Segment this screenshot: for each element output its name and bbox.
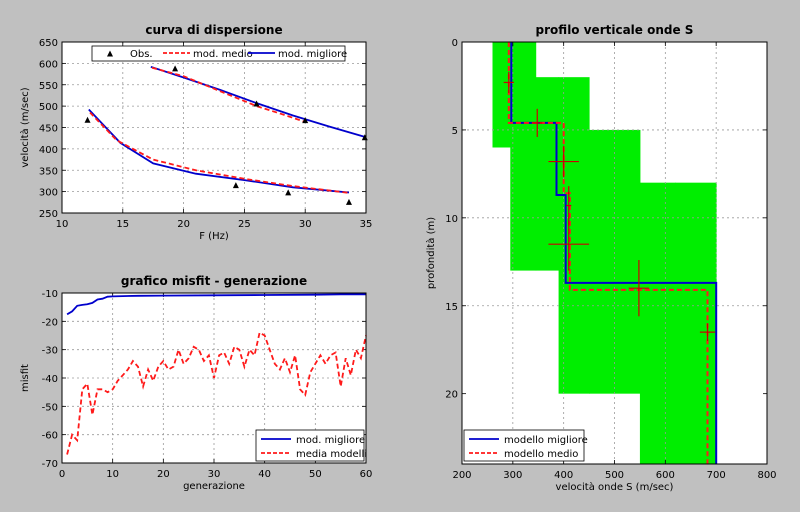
x-tick-label: 0 (59, 469, 65, 480)
y-axis-label: misfit (20, 364, 31, 392)
observed-point (84, 116, 91, 123)
y-tick-label: 650 (39, 38, 58, 49)
x-tick-label: 200 (452, 470, 471, 481)
band-rect (589, 129, 641, 394)
y-tick-label: -20 (42, 317, 58, 328)
mean-misfit-line (66, 331, 367, 455)
legend-label: mod. migliore (296, 435, 365, 446)
y-tick-label: -10 (42, 289, 58, 300)
y-tick-label: -50 (42, 402, 58, 413)
x-tick-label: 400 (554, 470, 573, 481)
y-tick-label: 20 (445, 390, 458, 401)
mean-model-line (151, 66, 306, 123)
y-tick-label: 300 (39, 188, 58, 199)
legend-label: media modelli (296, 449, 367, 460)
y-tick-label: -60 (42, 431, 58, 442)
legend: mod. migliore media modelli (255, 429, 367, 462)
x-tick-label: 700 (707, 470, 726, 481)
observed-point (232, 182, 239, 189)
observed-point (253, 100, 260, 107)
y-tick-label: 250 (39, 209, 58, 220)
band-rect (492, 42, 511, 148)
x-axis-label: velocità onde S (m/sec) (556, 481, 674, 493)
y-tick-label: 550 (39, 81, 58, 92)
observed-point (107, 50, 113, 57)
band-rect (675, 182, 717, 464)
legend-box (463, 429, 585, 462)
x-tick-label: 10 (106, 469, 119, 480)
y-tick-label: 500 (39, 102, 58, 113)
mean-model-line (89, 111, 350, 194)
observed-point (302, 117, 309, 124)
best-misfit-line (66, 293, 366, 316)
x-tick-label: 20 (157, 469, 170, 480)
x-tick-label: 35 (360, 219, 373, 230)
axes-border (61, 292, 367, 464)
chart-misfit: 0 10 20 30 40 50 60 -70 -60 -50 -40 -30 -20 -10 grafic… (20, 274, 372, 492)
legend: modello migliore modello medio (463, 429, 588, 462)
chart-title: profilo verticale onde S (536, 23, 694, 37)
band-rect (535, 77, 560, 271)
legend-label: modello medio (504, 449, 578, 460)
chart-title: grafico misfit - generazione (121, 274, 307, 288)
y-tick-label: 350 (39, 166, 58, 177)
x-tick-label: 30 (208, 469, 221, 480)
y-axis-label: velocità (m/sec) (19, 87, 31, 167)
x-tick-label: 300 (503, 470, 522, 481)
legend: Obs. mod. medio mod. migliore (91, 45, 347, 62)
x-tick-label: 60 (360, 469, 373, 480)
y-tick-label: 600 (39, 59, 58, 70)
observed-point (345, 198, 352, 205)
legend-label: Obs. (130, 49, 153, 60)
x-tick-label: 800 (757, 470, 776, 481)
y-tick-label: 400 (39, 145, 58, 156)
uncertainty-band (492, 42, 717, 464)
x-axis-label: generazione (183, 481, 245, 492)
band-rect (639, 182, 676, 464)
chart-dispersion: 10 15 20 25 30 35 250 300 350 400 450 500 550 600 650 c… (19, 23, 372, 242)
axes-border (461, 41, 768, 465)
band-rect (510, 42, 537, 271)
x-axis-label: F (Hz) (199, 231, 229, 242)
y-tick-label: 15 (445, 302, 458, 313)
axes-border (61, 41, 367, 214)
x-tick-label: 600 (656, 470, 675, 481)
x-tick-label: 30 (299, 219, 312, 230)
x-tick-label: 10 (56, 219, 69, 230)
y-tick-label: 450 (39, 124, 58, 135)
x-tick-label: 15 (116, 219, 129, 230)
legend-label: mod. medio (193, 49, 253, 60)
chart-profile: 200 300 400 500 600 700 800 0 5 10 15 20 profilo ver… (425, 23, 777, 493)
observed-point (285, 189, 292, 196)
chart-title: curva di dispersione (145, 23, 282, 37)
legend-label: modello migliore (504, 435, 588, 446)
y-tick-label: -40 (42, 374, 58, 385)
y-tick-label: 5 (452, 126, 458, 137)
legend-label: mod. migliore (278, 49, 347, 60)
x-tick-label: 20 (177, 219, 190, 230)
x-tick-label: 25 (238, 219, 251, 230)
y-tick-label: -30 (42, 346, 58, 357)
y-tick-label: 0 (452, 38, 458, 49)
y-axis-label: profondità (m) (425, 217, 437, 289)
legend-box (91, 45, 346, 62)
x-tick-label: 50 (309, 469, 322, 480)
mean-profile-line (507, 42, 709, 464)
grid-lines (62, 42, 366, 213)
observed-point (172, 65, 179, 72)
y-tick-label: -70 (42, 459, 58, 470)
legend-box (255, 429, 365, 462)
y-tick-label: 10 (445, 214, 458, 225)
x-tick-label: 500 (605, 470, 624, 481)
x-tick-label: 40 (258, 469, 271, 480)
